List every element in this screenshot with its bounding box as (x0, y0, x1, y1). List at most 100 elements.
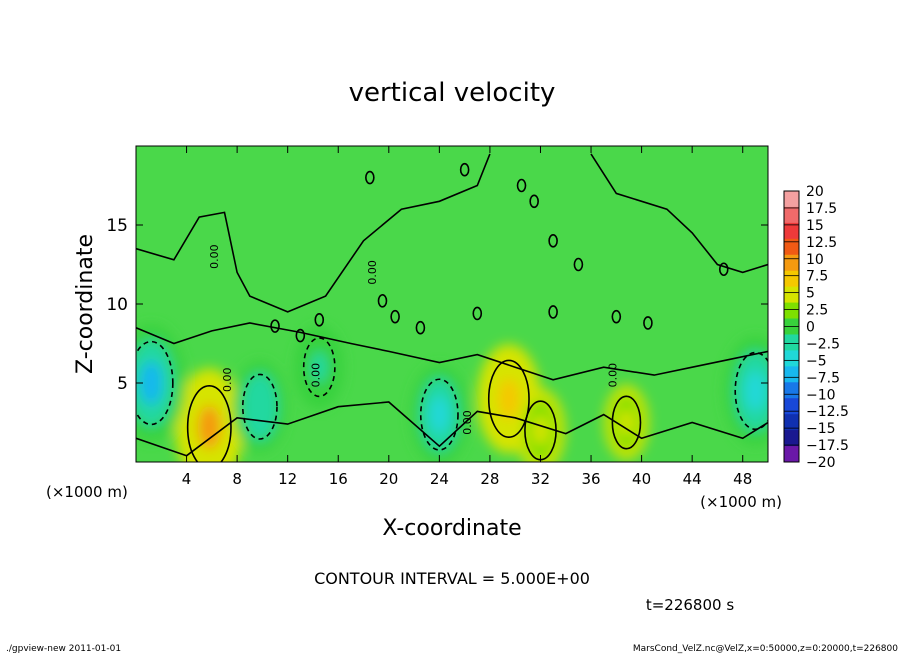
x-tick-label: 4 (182, 470, 192, 488)
x-tick-label: 44 (683, 470, 702, 488)
y-unit-note: (×1000 m) (46, 483, 128, 501)
velocity-core (429, 396, 450, 434)
negative-contour (136, 340, 174, 426)
velocity-core (744, 370, 766, 412)
small-contour (295, 328, 306, 343)
colorbar-label: 17.5 (806, 201, 837, 217)
colorbar-label: 2.5 (806, 303, 828, 319)
small-contour (390, 309, 400, 324)
colorbar-label: 5 (806, 286, 815, 302)
negative-contour (241, 373, 278, 440)
x-tick-label: 24 (430, 470, 449, 488)
small-contour (573, 257, 584, 272)
velocity-core (619, 408, 634, 437)
small-contour (611, 309, 622, 324)
small-contour (718, 262, 729, 277)
small-contour (516, 178, 527, 193)
y-axis: 5 10 15 (106, 216, 768, 394)
colorbar-label: −7.5 (806, 370, 840, 386)
colorbar-swatch (784, 254, 799, 272)
positive-contour (186, 385, 232, 462)
negative-contour (734, 351, 768, 431)
colorbar-label: −2.5 (806, 336, 840, 352)
zero-contour (136, 153, 491, 313)
x-unit-note: (×1000 m) (700, 493, 782, 511)
contour-label: 0.00 (606, 363, 619, 388)
positive-contour (611, 395, 642, 450)
colorbar-swatch (784, 414, 799, 431)
negative-contour (419, 378, 459, 451)
small-contour (459, 162, 470, 177)
velocity-core (311, 351, 328, 383)
colorbar-label: −17.5 (806, 438, 849, 454)
small-contour (314, 312, 325, 327)
x-tick-label: 40 (632, 470, 651, 488)
colorbar-swatch (784, 286, 799, 304)
colorbar-label: −12.5 (806, 404, 849, 420)
colorbar-swatch (784, 222, 799, 240)
small-contour (270, 319, 280, 333)
colorbar-swatch (784, 238, 799, 256)
colorbar-swatch (784, 398, 799, 415)
colorbar-label: −20 (806, 455, 836, 471)
colorbar-swatch (784, 366, 799, 383)
y-tick-label: 5 (117, 374, 128, 394)
small-contour (529, 194, 539, 209)
velocity-core (250, 389, 269, 424)
small-contour (472, 306, 483, 321)
x-tick-label: 28 (480, 470, 499, 488)
velocity-core (139, 361, 163, 405)
colorbar-swatch (784, 446, 799, 463)
x-tick-label: 36 (581, 470, 600, 488)
colorbar-label: 15 (806, 218, 824, 234)
contour-label: 0.00 (461, 410, 474, 435)
colorbar-label: 20 (806, 184, 824, 200)
time-label: t=226800 s (646, 596, 734, 614)
y-axis-label: Z-coordinate (73, 234, 98, 374)
small-contour (643, 316, 653, 330)
colorbar-swatch (784, 302, 799, 320)
x-tick-label: 12 (278, 470, 297, 488)
colorbar-swatch (784, 350, 799, 367)
x-axis-label: X-coordinate (382, 516, 521, 541)
zero-contour (590, 153, 768, 274)
y-tick-label: 10 (106, 295, 128, 315)
contour-label: 0.00 (366, 260, 379, 285)
colorbar-label: 0 (806, 320, 815, 336)
x-axis: 4 8 12 16 20 24 28 32 36 40 44 48 (182, 146, 752, 488)
velocity-core (498, 378, 520, 419)
colorbar-swatch (784, 191, 799, 208)
colorbar-label: −5 (806, 353, 827, 369)
x-tick-label: 8 (232, 470, 242, 488)
chart-title: vertical velocity (349, 78, 556, 108)
colorbar-swatch (784, 270, 799, 288)
velocity-core (532, 415, 549, 446)
contour-interval-label: CONTOUR INTERVAL = 5.000E+00 (314, 569, 590, 588)
plot-area (136, 146, 768, 462)
y-tick-label: 15 (106, 216, 128, 236)
negative-contour (302, 337, 336, 398)
contour-label: 0.00 (221, 368, 234, 393)
footer-left: ./gpview-new 2011-01-01 (6, 644, 121, 654)
x-tick-label: 16 (329, 470, 348, 488)
colorbar-label: 12.5 (806, 235, 837, 251)
zero-contour (136, 322, 768, 381)
contour-lines (136, 153, 768, 462)
small-contour (415, 320, 426, 335)
small-contour (548, 234, 558, 248)
colorbar-label: −15 (806, 421, 836, 437)
positive-contour (487, 359, 530, 438)
zero-contour (136, 401, 768, 457)
colorbar-label: −10 (806, 387, 836, 403)
colorbar-swatch (784, 334, 799, 351)
colorbar-label: 10 (806, 252, 824, 268)
small-contour (365, 170, 375, 185)
velocity-core (197, 405, 221, 450)
x-tick-label: 32 (531, 470, 550, 488)
small-contour (548, 305, 558, 319)
colorbar: 2017.51512.5107.552.50−2.5−5−7.5−10−12.5… (783, 184, 849, 471)
colorbar-swatch (784, 382, 799, 399)
small-contour (377, 294, 388, 308)
colorbar-swatch (784, 430, 799, 447)
